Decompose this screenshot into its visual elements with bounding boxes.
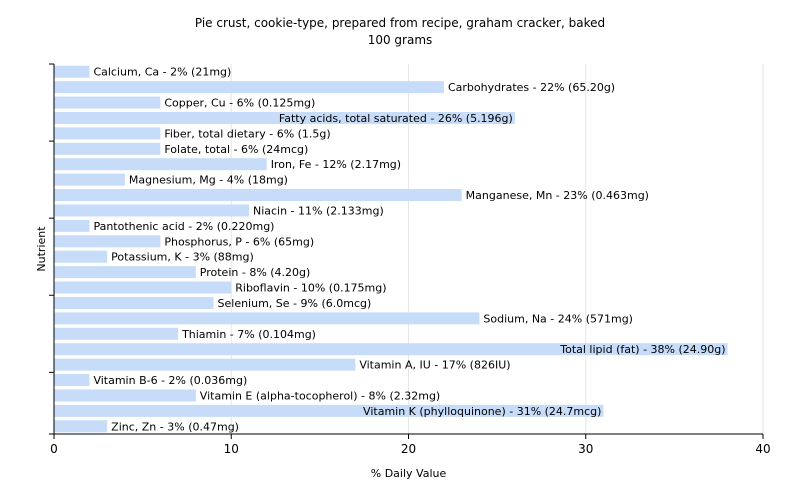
- bar: [54, 358, 356, 371]
- bar: [54, 374, 90, 387]
- bar: [54, 111, 515, 124]
- bar: [54, 65, 90, 78]
- bar: [54, 173, 125, 186]
- bar-label: Pantothenic acid - 2% (0.220mg): [93, 220, 274, 233]
- bar: [54, 420, 108, 433]
- bar-label: Carbohydrates - 22% (65.20g): [448, 81, 615, 94]
- bar-label: Magnesium, Mg - 4% (18mg): [129, 174, 288, 187]
- bar-label: Niacin - 11% (2.133mg): [253, 204, 384, 217]
- bar: [54, 327, 179, 340]
- chart-title: Pie crust, cookie-type, prepared from re…: [194, 16, 606, 30]
- bar: [54, 127, 161, 140]
- bar-label: Selenium, Se - 9% (6.0mcg): [218, 297, 372, 310]
- chart-subtitle: 100 grams: [367, 33, 433, 47]
- bar: [54, 312, 480, 325]
- bar-label: Copper, Cu - 6% (0.125mg): [164, 97, 315, 110]
- bar-label: Total lipid (fat) - 38% (24.90g): [559, 343, 725, 356]
- bar: [54, 404, 604, 417]
- bar: [54, 235, 161, 248]
- bar: [54, 250, 108, 263]
- bar-label: Riboflavin - 10% (0.175mg): [235, 282, 386, 295]
- x-tick-label: 0: [50, 442, 58, 456]
- bar-label: Vitamin A, IU - 17% (826IU): [359, 359, 510, 372]
- bar: [54, 204, 249, 217]
- bar: [54, 281, 232, 294]
- bar-label: Protein - 8% (4.20g): [200, 266, 311, 279]
- bar: [54, 219, 90, 232]
- bar-label: Potassium, K - 3% (88mg): [111, 251, 254, 264]
- bar: [54, 96, 161, 109]
- bar-label: Iron, Fe - 12% (2.17mg): [271, 158, 401, 171]
- bar: [54, 296, 214, 309]
- x-axis-label: % Daily Value: [371, 467, 447, 480]
- bar-label: Thiamin - 7% (0.104mg): [181, 328, 316, 341]
- bar: [54, 343, 728, 356]
- bar-label: Fatty acids, total saturated - 26% (5.19…: [279, 112, 513, 125]
- bar: [54, 81, 444, 94]
- bar: [54, 142, 161, 155]
- bar-label: Folate, total - 6% (24mcg): [164, 143, 308, 156]
- bar-label: Sodium, Na - 24% (571mg): [483, 312, 633, 325]
- bar-label: Manganese, Mn - 23% (0.463mg): [466, 189, 649, 202]
- bar: [54, 266, 196, 279]
- bar-label: Zinc, Zn - 3% (0.47mg): [111, 420, 239, 433]
- x-tick-label: 40: [755, 442, 770, 456]
- bar-label: Phosphorus, P - 6% (65mg): [164, 235, 314, 248]
- bar: [54, 189, 462, 202]
- x-tick-label: 30: [578, 442, 593, 456]
- y-axis-label: Nutrient: [35, 226, 48, 272]
- bar-label: Fiber, total dietary - 6% (1.5g): [164, 127, 330, 140]
- bar: [54, 389, 196, 402]
- x-tick-label: 20: [401, 442, 416, 456]
- bar-label: Vitamin B-6 - 2% (0.036mg): [93, 374, 247, 387]
- bar-label: Vitamin E (alpha-tocopherol) - 8% (2.32m…: [200, 389, 440, 402]
- bar-label: Calcium, Ca - 2% (21mg): [93, 66, 231, 79]
- bar: [54, 158, 267, 171]
- x-tick-label: 10: [224, 442, 239, 456]
- bar-label: Vitamin K (phylloquinone) - 31% (24.7mcg…: [363, 405, 601, 418]
